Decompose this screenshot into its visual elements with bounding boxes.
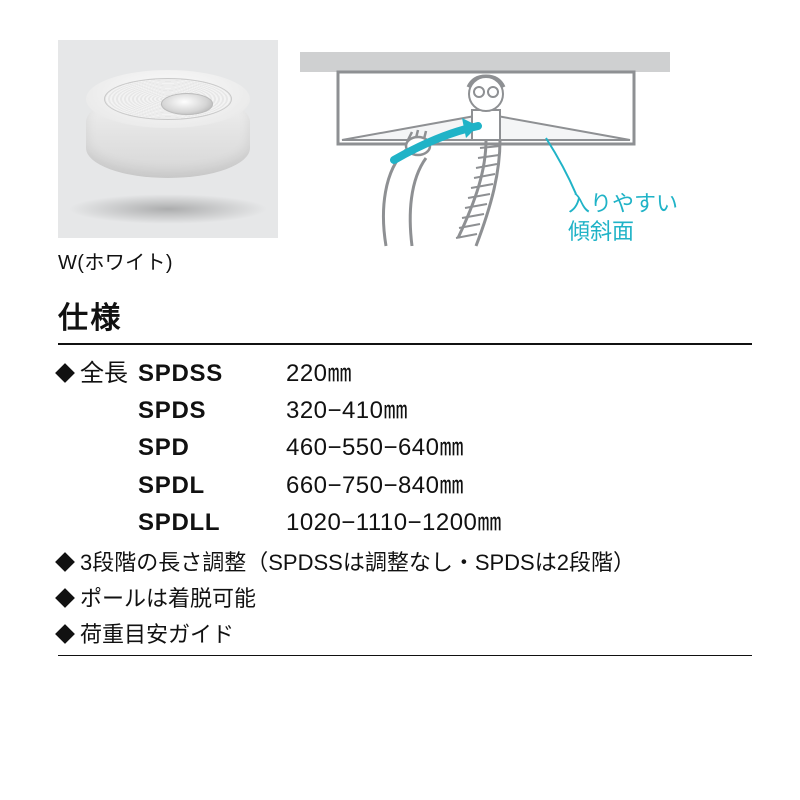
callout-line-2: 傾斜面 [568,218,678,246]
spec-length-label: 全長 [58,355,138,392]
spec-value: 320−410㎜ [286,392,408,429]
spec-note: 3段階の長さ調整（SPDSSは調整なし・SPDSは2段階） [58,545,752,577]
spec-code: SPDL [138,467,286,504]
spec-row: SPDL 660−750−840㎜ [58,467,752,504]
spec-value: 460−550−640㎜ [286,429,464,466]
bullet-icon [55,363,75,383]
spec-code: SPDLL [138,504,286,541]
spec-row: SPDLL 1020−1110−1200㎜ [58,504,752,541]
product-lens [161,93,213,115]
product-ring [104,78,232,120]
product-shape [86,70,250,206]
spec-table: 全長 SPDSS 220㎜ SPDS 320−410㎜ SPD 460−550−… [58,355,752,541]
diagram-callout: 入りやすい 傾斜面 [568,190,678,245]
bullet-icon [55,624,75,644]
spec-value: 1020−1110−1200㎜ [286,504,502,541]
page: W(ホワイト) [0,0,800,696]
spec-heading: 仕様 [58,293,752,345]
product-photo-block: W(ホワイト) [58,40,278,275]
spec-row: SPD 460−550−640㎜ [58,429,752,466]
bullet-icon [55,588,75,608]
spec-row: SPDS 320−410㎜ [58,392,752,429]
spec-row: 全長 SPDSS 220㎜ [58,355,752,392]
spec-code: SPDS [138,392,286,429]
callout-line-1: 入りやすい [568,190,678,218]
product-top [86,70,250,128]
photo-caption: W(ホワイト) [58,246,278,275]
spec-note: 荷重目安ガイド [58,617,752,649]
bottom-rule [58,655,752,656]
product-photo [58,40,278,238]
top-row: W(ホワイト) [58,40,752,275]
spec-code: SPD [138,429,286,466]
install-diagram: 入りやすい 傾斜面 [298,40,752,260]
spec-code: SPDSS [138,355,286,392]
spec-value: 660−750−840㎜ [286,467,464,504]
bullet-icon [55,552,75,572]
spec-value: 220㎜ [286,355,352,392]
spec-note: ポールは着脱可能 [58,581,752,613]
